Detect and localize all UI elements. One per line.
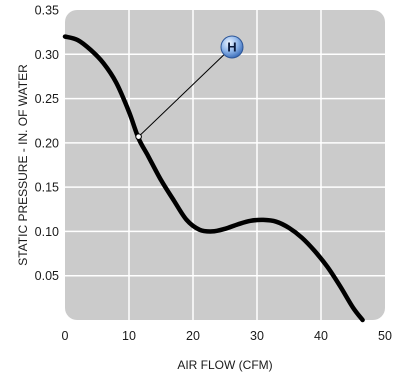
- grid-lines: [65, 10, 385, 320]
- x-tick-label: 40: [314, 329, 328, 343]
- y-tick-label: 0.15: [35, 181, 59, 195]
- y-tick-labels: 0.05 0.10 0.15 0.20 0.25 0.30 0.35: [35, 4, 59, 284]
- y-tick-label: 0.25: [35, 92, 59, 106]
- y-axis-title: STATIC PRESSURE - IN. OF WATER: [16, 64, 30, 266]
- performance-curve: [62, 34, 365, 323]
- annotation-anchor-point: [135, 133, 142, 140]
- y-tick-label: 0.30: [35, 48, 59, 62]
- x-tick-labels: 0 10 20 30 40 50: [62, 329, 392, 343]
- marker-h-icon: [220, 35, 244, 59]
- x-tick-label: 10: [122, 329, 136, 343]
- x-tick-label: 20: [186, 329, 200, 343]
- x-tick-label: 30: [250, 329, 264, 343]
- marker-label: H: [227, 40, 236, 55]
- plot-background: [65, 10, 385, 320]
- x-tick-label: 0: [62, 329, 69, 343]
- x-tick-label: 50: [378, 329, 392, 343]
- y-tick-label: 0.05: [35, 269, 59, 283]
- y-tick-label: 0.10: [35, 225, 59, 239]
- annotation-leader-line: [138, 46, 233, 138]
- y-tick-label: 0.20: [35, 136, 59, 150]
- y-tick-label: 0.35: [35, 4, 59, 18]
- x-axis-title: AIR FLOW (CFM): [177, 358, 272, 372]
